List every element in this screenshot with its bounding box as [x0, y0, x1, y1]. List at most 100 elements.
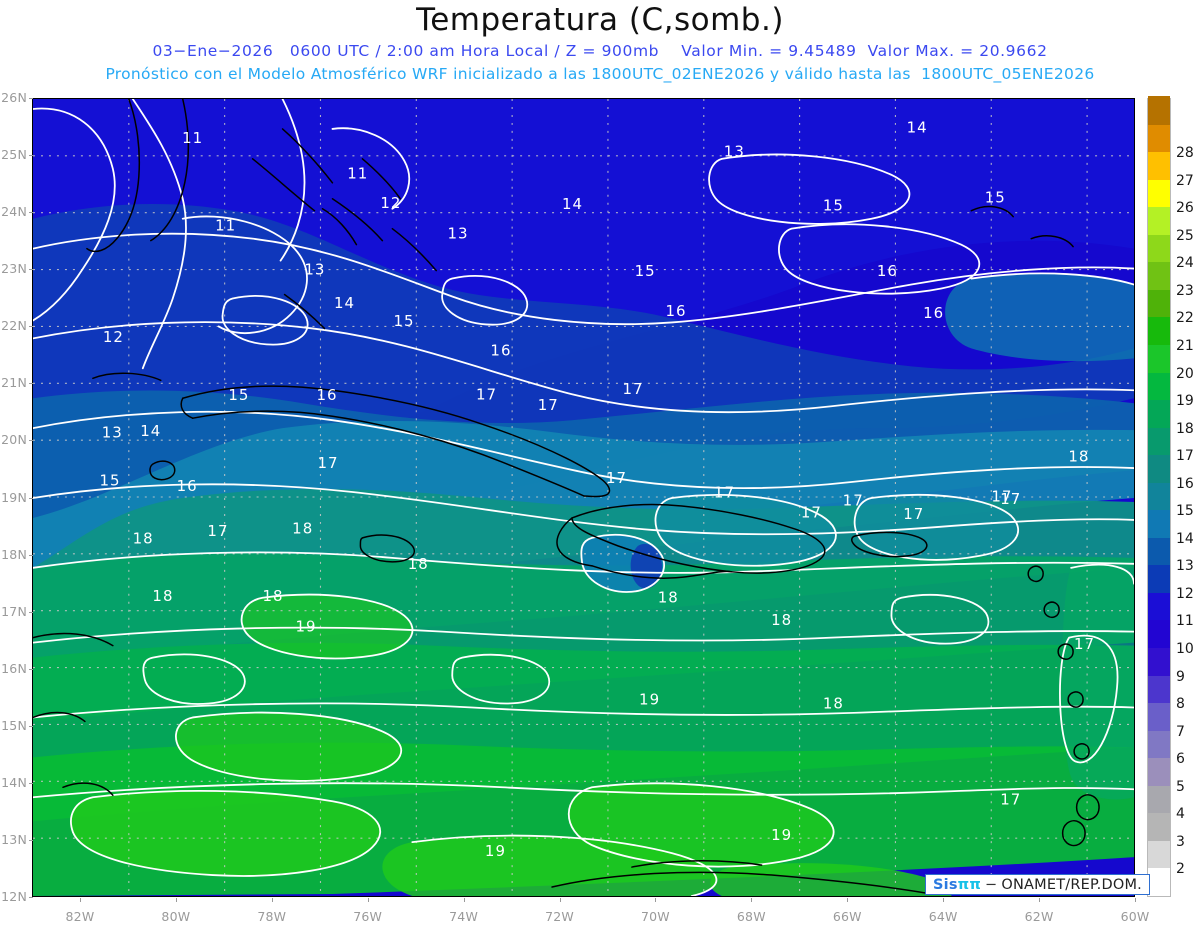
isotherm-contours — [33, 99, 1134, 896]
contour-value-label: 17 — [207, 522, 228, 540]
contour-value-label: 16 — [490, 342, 511, 360]
colorbar-band — [1148, 123, 1170, 153]
lat-tick-label: 18N — [1, 546, 27, 562]
colorbar-band — [1148, 785, 1170, 814]
colorbar-band — [1148, 427, 1170, 456]
colorbar-band — [1148, 592, 1170, 621]
colorbar-band — [1148, 454, 1170, 483]
colorbar-band — [1148, 289, 1170, 318]
contour-value-label: 12 — [380, 194, 401, 212]
colorbar-band — [1148, 647, 1170, 676]
contour-value-label: 15 — [394, 312, 415, 330]
logo-sis-text: Sis — [933, 876, 958, 893]
contour-labels: 11 11 11 12 13 13 14 13 14 15 15 14 15 15 16 16 16 16 12 15… — [100, 119, 1094, 861]
colorbar-band — [1148, 371, 1170, 401]
lat-tick-label: 23N — [1, 261, 27, 277]
colorbar-band — [1148, 261, 1170, 290]
lat-tick-label: 22N — [1, 318, 27, 334]
lon-tick-label: 78W — [257, 909, 287, 924]
contour-value-label: 17 — [318, 454, 339, 472]
colorbar-band — [1148, 619, 1170, 649]
lon-tick-mark — [655, 898, 657, 902]
contour-value-label: 17 — [843, 491, 864, 509]
contour-value-label: 13 — [304, 260, 325, 278]
colorbar-tick-label: 13 — [1176, 558, 1194, 575]
contour-value-label: 13 — [724, 142, 745, 160]
contour-value-label: 17 — [622, 380, 643, 398]
colorbar-band — [1148, 96, 1170, 125]
contour-value-label: 14 — [334, 294, 355, 312]
colorbar-tick-label: 6 — [1176, 751, 1185, 768]
colorbar-band — [1148, 702, 1170, 731]
contour-value-label: 14 — [140, 422, 161, 440]
contour-value-label: 18 — [1068, 448, 1089, 466]
colorbar-tick-label: 18 — [1176, 420, 1194, 437]
lon-tick-label: 72W — [545, 909, 574, 924]
lon-tick-mark — [463, 898, 465, 902]
lon-tick-label: 74W — [449, 909, 479, 924]
contour-value-label: 11 — [347, 165, 368, 183]
colorbar-tick-label: 10 — [1176, 641, 1194, 658]
lat-tick-label: 16N — [1, 660, 27, 676]
lon-tick-label: 60W — [1120, 909, 1150, 924]
page-title: Temperatura (C,somb.) — [416, 2, 784, 38]
colorbar-tick-label: 9 — [1176, 668, 1185, 685]
coastlines — [33, 99, 1100, 895]
logo-pi-icon: ππ — [957, 876, 981, 893]
contour-value-label: 19 — [639, 691, 660, 709]
colorbar-tick-label: 12 — [1176, 585, 1194, 602]
lon-tick-mark — [559, 898, 561, 902]
colorbar-tick-label: 5 — [1176, 778, 1185, 795]
lon-tick-mark — [943, 898, 945, 902]
lon-tick-label: 68W — [736, 909, 766, 924]
colorbar-tick-label: 22 — [1176, 310, 1194, 327]
lon-tick-label: 64W — [928, 909, 958, 924]
lat-tick-label: 20N — [1, 432, 27, 448]
contour-value-label: 18 — [823, 695, 844, 713]
map-plot-area[interactable]: 11 11 11 12 13 13 14 13 14 15 15 14 15 15 16 16 16 16 12 15… — [32, 98, 1135, 897]
forecast-info-line: 03−Ene−2026 0600 UTC / 2:00 am Hora Loca… — [152, 42, 1048, 60]
colorbar-tick-label: 2 — [1176, 861, 1185, 878]
lon-tick-mark — [79, 898, 81, 902]
contour-value-label: 18 — [263, 587, 284, 605]
colorbar[interactable] — [1147, 96, 1171, 897]
attribution-badge: Sis ππ − ONAMET/REP.DOM. — [925, 874, 1150, 895]
contour-value-label: 15 — [823, 197, 844, 215]
contour-value-label: 13 — [102, 424, 123, 442]
contour-value-label: 18 — [152, 587, 173, 605]
contour-value-label: 16 — [877, 262, 898, 280]
colorbar-tick-label: 15 — [1176, 503, 1194, 520]
colorbar-band — [1148, 206, 1170, 235]
map-frame: 11 11 11 12 13 13 14 13 14 15 15 14 15 15 16 16 16 16 12 15… — [32, 98, 1135, 897]
model-info-line: Pronóstico con el Modelo Atmosférico WRF… — [105, 65, 1095, 83]
colorbar-tick-label: 24 — [1176, 255, 1194, 272]
logo-org-text: ONAMET/REP.DOM. — [1001, 876, 1142, 893]
lon-tick-mark — [1039, 898, 1041, 902]
lon-tick-mark — [271, 898, 273, 902]
contour-value-label: 15 — [635, 262, 656, 280]
colorbar-band — [1148, 840, 1170, 869]
contour-value-label: 16 — [666, 302, 687, 320]
contour-value-label: 17 — [991, 487, 1012, 505]
lat-tick-label: 19N — [1, 489, 27, 505]
colorbar-band — [1148, 151, 1170, 180]
colorbar-band — [1148, 730, 1170, 759]
lon-tick-mark — [175, 898, 177, 902]
lat-tick-label: 17N — [1, 603, 27, 619]
contour-value-label: 16 — [923, 304, 944, 322]
colorbar-tick-label: 8 — [1176, 696, 1185, 713]
contour-value-label: 18 — [771, 611, 792, 629]
contour-value-label: 17 — [903, 505, 924, 523]
colorbar-tick-label: 4 — [1176, 806, 1185, 823]
colorbar-tick-label: 14 — [1176, 530, 1194, 547]
contour-value-label: 17 — [538, 396, 559, 414]
contour-value-label: 13 — [448, 224, 469, 242]
lat-tick-label: 14N — [1, 774, 27, 790]
colorbar-tick-label: 3 — [1176, 833, 1185, 850]
colorbar-band — [1148, 399, 1170, 428]
colorbar-band — [1148, 179, 1170, 208]
contour-value-label: 18 — [133, 530, 154, 548]
colorbar-band — [1148, 344, 1170, 373]
contour-value-label: 17 — [476, 385, 497, 403]
contour-value-label: 14 — [562, 195, 583, 213]
